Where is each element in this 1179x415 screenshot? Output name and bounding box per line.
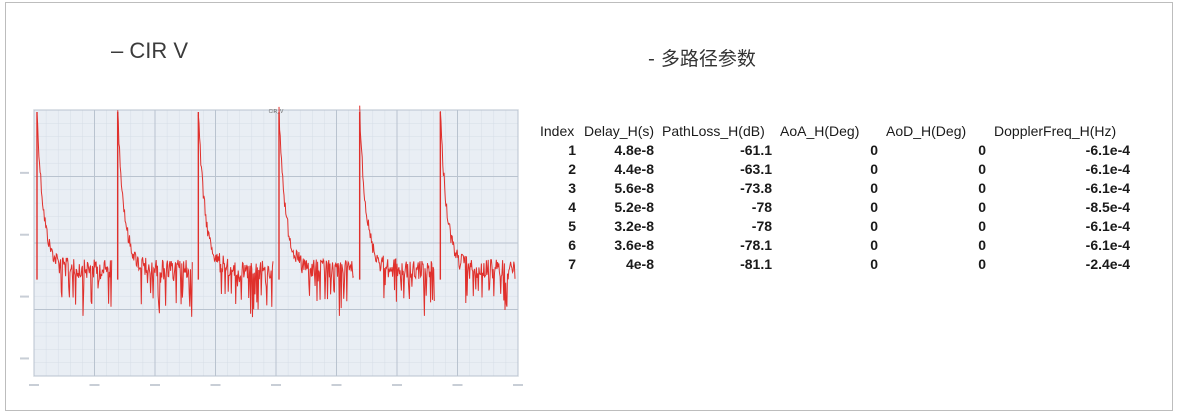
table-row: 5 3.2e-8 -78 0 0 -6.1e-4 bbox=[536, 217, 1134, 236]
y-tick-mark bbox=[20, 233, 29, 236]
table-cell: 0 bbox=[978, 161, 987, 177]
multipath-heading: - 多路径参数 bbox=[648, 48, 756, 70]
table-cell: 0 bbox=[870, 142, 879, 158]
x-tick-mark bbox=[513, 384, 523, 386]
table-row: 2 4.4e-8 -63.1 0 0 -6.1e-4 bbox=[536, 160, 1134, 179]
table-cell: 4.8e-8 bbox=[614, 142, 655, 158]
column-header: PathLoss_H(dB) bbox=[662, 123, 765, 139]
table-cell: -63.1 bbox=[740, 161, 773, 177]
table-cell: 7 bbox=[568, 256, 576, 272]
table-row: 7 4e-8 -81.1 0 0 -2.4e-4 bbox=[536, 255, 1134, 274]
table-cell: 6 bbox=[568, 237, 576, 253]
table-cell: -6.1e-4 bbox=[1085, 180, 1131, 196]
chart-title: CIR_V bbox=[269, 109, 284, 115]
table-row: 1 4.8e-8 -61.1 0 0 -6.1e-4 bbox=[536, 141, 1134, 160]
cir-pulse-trace bbox=[36, 114, 113, 316]
multipath-table-container: Index Delay_H(s) PathLoss_H(dB) AoA_H(Deg) A… bbox=[536, 122, 1134, 274]
x-tick-mark bbox=[210, 384, 221, 386]
table-cell: 5 bbox=[568, 218, 576, 234]
table-cell: 0 bbox=[978, 180, 987, 196]
x-tick-mark bbox=[331, 384, 342, 386]
grid bbox=[20, 109, 523, 386]
content-frame bbox=[5, 2, 1173, 411]
y-tick-mark bbox=[20, 357, 29, 360]
table-cell: 3.2e-8 bbox=[614, 218, 655, 234]
table-row: 4 5.2e-8 -78 0 0 -8.5e-4 bbox=[536, 198, 1134, 217]
table-cell: 0 bbox=[978, 237, 987, 253]
cir-heading: – CIR V bbox=[111, 38, 189, 63]
table-cell: -61.1 bbox=[740, 142, 773, 158]
table-cell: -78 bbox=[751, 199, 773, 215]
table-cell: 0 bbox=[870, 161, 879, 177]
table-cell: 1 bbox=[568, 142, 576, 158]
table-cell: 0 bbox=[978, 199, 987, 215]
table-cell: -6.1e-4 bbox=[1085, 161, 1131, 177]
table-header-row: Index Delay_H(s) PathLoss_H(dB) AoA_H(Deg) A… bbox=[536, 122, 1134, 141]
y-tick-mark bbox=[20, 295, 29, 298]
table-row: 3 5.6e-8 -73.8 0 0 -6.1e-4 bbox=[536, 179, 1134, 198]
table-cell: 4 bbox=[568, 199, 576, 215]
cir-pulse-trace bbox=[278, 106, 355, 316]
cir-pulse-trace bbox=[439, 111, 516, 311]
column-header: AoD_H(Deg) bbox=[886, 123, 967, 139]
column-header: AoA_H(Deg) bbox=[780, 123, 860, 139]
table-cell: 4e-8 bbox=[625, 256, 655, 272]
cir-chart: CIR_V bbox=[18, 104, 526, 406]
table-cell: 0 bbox=[870, 256, 879, 272]
table-cell: 2 bbox=[568, 161, 576, 177]
table-cell: -78.1 bbox=[740, 237, 773, 253]
column-header: Index bbox=[540, 123, 575, 139]
column-header: DopplerFreq_H(Hz) bbox=[994, 123, 1117, 139]
table-cell: -6.1e-4 bbox=[1085, 218, 1131, 234]
table-cell: 0 bbox=[870, 199, 879, 215]
cir-pulse-trace bbox=[117, 110, 193, 317]
table-cell: 3 bbox=[568, 180, 576, 196]
cir-pulse-trace bbox=[359, 105, 435, 316]
x-tick-mark bbox=[452, 384, 463, 386]
table-cell: -81.1 bbox=[740, 256, 773, 272]
cir-chart-svg: CIR_V bbox=[20, 105, 523, 386]
table-body: 1 4.8e-8 -61.1 0 0 -6.1e-4 2 4.4e-8 -63.1 0 0 -6.1e… bbox=[536, 141, 1134, 274]
trace-layer bbox=[36, 105, 516, 318]
x-tick-mark bbox=[89, 384, 100, 386]
x-tick-mark bbox=[29, 384, 39, 386]
table-cell: 0 bbox=[978, 256, 987, 272]
table-cell: 0 bbox=[978, 142, 987, 158]
table-cell: 0 bbox=[870, 180, 879, 196]
table-cell: 3.6e-8 bbox=[614, 237, 655, 253]
table-cell: 0 bbox=[870, 218, 879, 234]
column-header: Delay_H(s) bbox=[584, 123, 655, 139]
table-row: 6 3.6e-8 -78.1 0 0 -6.1e-4 bbox=[536, 236, 1134, 255]
table-cell: 4.4e-8 bbox=[614, 161, 655, 177]
table-cell: 0 bbox=[978, 218, 987, 234]
table-cell: -6.1e-4 bbox=[1085, 142, 1131, 158]
table-cell: -2.4e-4 bbox=[1085, 256, 1131, 272]
table-cell: -73.8 bbox=[740, 180, 773, 196]
table-cell: -78 bbox=[751, 218, 773, 234]
x-tick-mark bbox=[150, 384, 160, 386]
cir-pulse-trace bbox=[197, 114, 274, 318]
table-cell: 0 bbox=[870, 237, 879, 253]
table-cell: -8.5e-4 bbox=[1085, 199, 1131, 215]
table-cell: -6.1e-4 bbox=[1085, 237, 1131, 253]
x-tick-mark bbox=[392, 384, 402, 386]
y-tick-mark bbox=[20, 171, 29, 174]
table-cell: 5.6e-8 bbox=[614, 180, 655, 196]
table-cell: 5.2e-8 bbox=[614, 199, 655, 215]
x-tick-mark bbox=[271, 384, 281, 386]
multipath-table: Index Delay_H(s) PathLoss_H(dB) AoA_H(Deg) A… bbox=[536, 122, 1134, 274]
